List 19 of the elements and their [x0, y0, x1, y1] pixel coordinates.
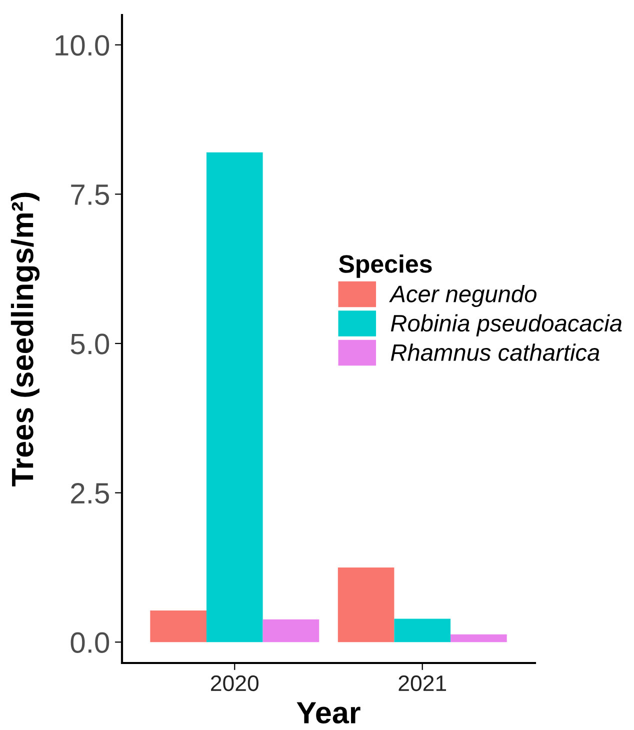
legend-label: Acer negundo	[389, 285, 536, 308]
x-tick-label: 2020	[211, 675, 258, 692]
y-tick-label: 7.5	[71, 184, 109, 206]
y-tick-label: 10.0	[56, 35, 110, 56]
legend-label: Robinia pseudoacacia	[390, 314, 622, 336]
bar	[262, 619, 320, 642]
legend-title: Species	[338, 254, 432, 278]
y-tick-label: 0.0	[70, 632, 110, 653]
bar	[450, 634, 507, 642]
bar	[206, 152, 263, 642]
bar	[338, 567, 394, 642]
legend-label: Rhamnus cathartica	[390, 344, 600, 361]
x-axis-title: Year	[296, 702, 360, 724]
y-axis-title: Trees (seedlings/m²)	[10, 192, 40, 486]
y-tick-label: 5.0	[70, 334, 110, 354]
bar	[394, 618, 451, 642]
bar	[150, 610, 206, 642]
y-tick-label: 2.5	[71, 482, 109, 504]
x-tick-label: 2021	[398, 675, 446, 692]
